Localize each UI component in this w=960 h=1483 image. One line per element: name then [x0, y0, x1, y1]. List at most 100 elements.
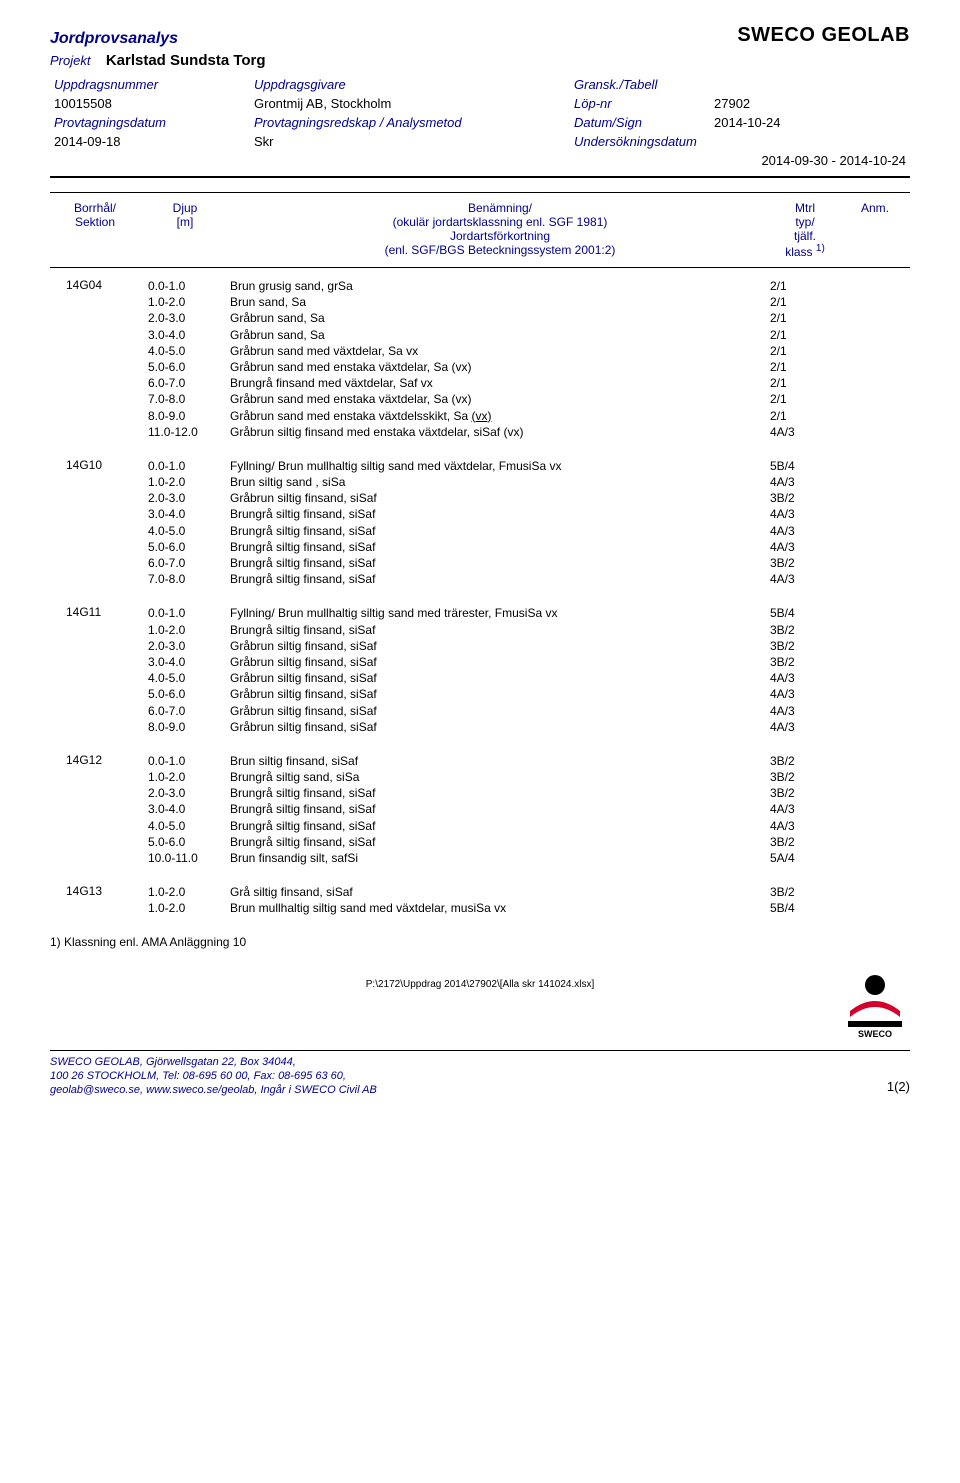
- cell-anm: [840, 571, 910, 587]
- cell-desc: Gråbrun sand, Sa: [230, 310, 770, 326]
- cell-anm: [840, 506, 910, 522]
- cell-desc: Brun sand, Sa: [230, 294, 770, 310]
- cell-anm: [840, 539, 910, 555]
- cell-mtrl: 3B/2: [770, 753, 840, 769]
- cell-desc: Brungrå siltig finsand, siSaf: [230, 571, 770, 587]
- data-section: 14G040.0-1.0Brun grusig sand, grSa2/11.0…: [50, 278, 910, 917]
- cell-mtrl: 3B/2: [770, 884, 840, 900]
- cell-anm: [840, 278, 910, 294]
- cell-desc: Gråbrun sand med enstaka växtdelar, Sa (…: [230, 359, 770, 375]
- cell-anm: [840, 719, 910, 735]
- cell-djup: 10.0-11.0: [140, 850, 230, 866]
- cell-mtrl: 2/1: [770, 310, 840, 326]
- uppdragsgivare-label: Uppdragsgivare: [250, 75, 570, 94]
- borehole-id: 14G11: [50, 605, 140, 735]
- cell-djup: 5.0-6.0: [140, 834, 230, 850]
- table-row: 4.0-5.0Gråbrun sand med växtdelar, Sa vx…: [140, 343, 910, 359]
- table-row: 10.0-11.0Brun finsandig silt, safSi5A/4: [140, 850, 910, 866]
- table-row: 8.0-9.0Gråbrun siltig finsand, siSaf4A/3: [140, 719, 910, 735]
- cell-anm: [840, 834, 910, 850]
- footer-line1: SWECO GEOLAB, Gjörwellsgatan 22, Box 340…: [50, 1055, 910, 1069]
- cell-djup: 2.0-3.0: [140, 638, 230, 654]
- cell-mtrl: 4A/3: [770, 686, 840, 702]
- cell-djup: 4.0-5.0: [140, 523, 230, 539]
- cell-mtrl: 2/1: [770, 408, 840, 424]
- header-table: Uppdragsnummer Uppdragsgivare Gransk./Ta…: [50, 75, 910, 170]
- table-row: 2.0-3.0Gråbrun siltig finsand, siSaf3B/2: [140, 490, 910, 506]
- cell-mtrl: 5B/4: [770, 458, 840, 474]
- cell-desc: Brun siltig sand , siSa: [230, 474, 770, 490]
- cell-desc: Grå siltig finsand, siSaf: [230, 884, 770, 900]
- footer-line2: 100 26 STOCKHOLM, Tel: 08-695 60 00, Fax…: [50, 1069, 910, 1083]
- cell-anm: [840, 327, 910, 343]
- footer: SWECO GEOLAB, Gjörwellsgatan 22, Box 340…: [50, 1050, 910, 1098]
- cell-djup: 3.0-4.0: [140, 801, 230, 817]
- cell-mtrl: 2/1: [770, 359, 840, 375]
- cell-anm: [840, 900, 910, 916]
- cell-anm: [840, 769, 910, 785]
- borehole-id: 14G12: [50, 753, 140, 866]
- borehole-group: 14G110.0-1.0Fyllning/ Brun mullhaltig si…: [50, 605, 910, 735]
- cell-mtrl: 3B/2: [770, 769, 840, 785]
- cell-anm: [840, 523, 910, 539]
- table-row: 2.0-3.0Brungrå siltig finsand, siSaf3B/2: [140, 785, 910, 801]
- cell-desc: Gråbrun siltig finsand med enstaka växtd…: [230, 424, 770, 440]
- cell-mtrl: 4A/3: [770, 719, 840, 735]
- table-row: 3.0-4.0Brungrå siltig finsand, siSaf4A/3: [140, 506, 910, 522]
- cell-desc: Brungrå siltig finsand, siSaf: [230, 539, 770, 555]
- cell-mtrl: 3B/2: [770, 834, 840, 850]
- header-block: Jordprovsanalys Projekt Karlstad Sundsta…: [50, 30, 910, 178]
- col-benamning: Benämning/(okulär jordartsklassning enl.…: [230, 201, 770, 259]
- cell-djup: 6.0-7.0: [140, 555, 230, 571]
- table-row: 11.0-12.0Gråbrun siltig finsand med enst…: [140, 424, 910, 440]
- filepath: P:\2172\Uppdrag 2014\27902\[Alla skr 141…: [50, 979, 910, 990]
- cell-mtrl: 4A/3: [770, 670, 840, 686]
- column-header-row: Borrhål/Sektion Djup[m] Benämning/(okulä…: [50, 192, 910, 268]
- cell-mtrl: 4A/3: [770, 424, 840, 440]
- redskap-label: Provtagningsredskap / Analysmetod: [250, 113, 570, 132]
- footnote: 1) Klassning enl. AMA Anläggning 10: [50, 935, 910, 949]
- cell-mtrl: 5B/4: [770, 605, 840, 621]
- cell-desc: Gråbrun siltig finsand, siSaf: [230, 638, 770, 654]
- cell-djup: 5.0-6.0: [140, 686, 230, 702]
- cell-desc: Brungrå finsand med växtdelar, Saf vx: [230, 375, 770, 391]
- gransk-label: Gransk./Tabell: [570, 75, 710, 94]
- borehole-rows: 0.0-1.0Brun grusig sand, grSa2/11.0-2.0B…: [140, 278, 910, 440]
- undersok-label: Undersökningsdatum: [570, 132, 910, 151]
- table-row: 3.0-4.0Brungrå siltig finsand, siSaf4A/3: [140, 801, 910, 817]
- cell-mtrl: 5A/4: [770, 850, 840, 866]
- lopnr-label: Löp-nr: [570, 94, 710, 113]
- cell-djup: 1.0-2.0: [140, 622, 230, 638]
- cell-mtrl: 4A/3: [770, 801, 840, 817]
- col-djup: Djup[m]: [140, 201, 230, 259]
- table-row: 3.0-4.0Gråbrun sand, Sa2/1: [140, 327, 910, 343]
- cell-anm: [840, 654, 910, 670]
- cell-desc: Brun mullhaltig siltig sand med växtdela…: [230, 900, 770, 916]
- table-row: 1.0-2.0Grå siltig finsand, siSaf3B/2: [140, 884, 910, 900]
- table-row: 6.0-7.0Brungrå finsand med växtdelar, Sa…: [140, 375, 910, 391]
- table-row: 1.0-2.0Brun mullhaltig siltig sand med v…: [140, 900, 910, 916]
- table-row: 4.0-5.0Brungrå siltig finsand, siSaf4A/3: [140, 818, 910, 834]
- cell-djup: 1.0-2.0: [140, 294, 230, 310]
- cell-anm: [840, 605, 910, 621]
- cell-anm: [840, 555, 910, 571]
- cell-anm: [840, 818, 910, 834]
- cell-mtrl: 3B/2: [770, 490, 840, 506]
- table-row: 2.0-3.0Gråbrun sand, Sa2/1: [140, 310, 910, 326]
- borehole-group: 14G131.0-2.0Grå siltig finsand, siSaf3B/…: [50, 884, 910, 916]
- cell-mtrl: 3B/2: [770, 622, 840, 638]
- col-anm: Anm.: [840, 201, 910, 259]
- borehole-rows: 0.0-1.0Brun siltig finsand, siSaf3B/21.0…: [140, 753, 910, 866]
- col-mtrl: Mtrltyp/tjälf.klass 1): [770, 201, 840, 259]
- cell-djup: 5.0-6.0: [140, 539, 230, 555]
- table-row: 3.0-4.0Gråbrun siltig finsand, siSaf3B/2: [140, 654, 910, 670]
- table-row: 1.0-2.0Brungrå siltig sand, siSa3B/2: [140, 769, 910, 785]
- cell-anm: [840, 638, 910, 654]
- cell-desc: Gråbrun siltig finsand, siSaf: [230, 654, 770, 670]
- cell-djup: 2.0-3.0: [140, 785, 230, 801]
- cell-djup: 0.0-1.0: [140, 278, 230, 294]
- cell-djup: 8.0-9.0: [140, 408, 230, 424]
- table-row: 0.0-1.0Brun grusig sand, grSa2/1: [140, 278, 910, 294]
- cell-djup: 3.0-4.0: [140, 327, 230, 343]
- cell-djup: 1.0-2.0: [140, 769, 230, 785]
